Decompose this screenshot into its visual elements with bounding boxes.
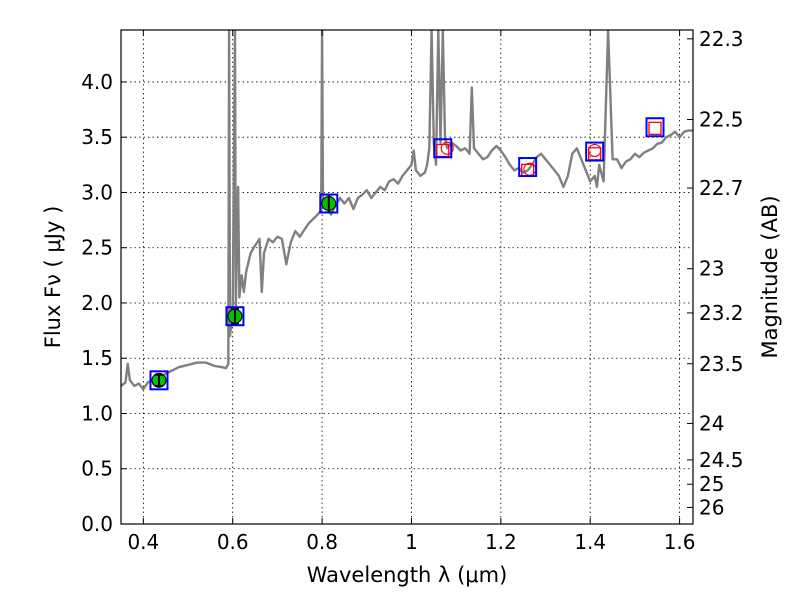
model-photometry-box	[149, 370, 169, 391]
y-tick-label: 3.0	[81, 180, 113, 204]
x-tick-label: 1.6	[664, 530, 696, 554]
x-axis-label: Wavelength λ (μm)	[307, 563, 508, 587]
model-open-square	[588, 147, 602, 161]
y2-tick-label: 24.5	[699, 448, 744, 472]
model-open-square	[648, 121, 662, 136]
x-tick-label: 1.2	[485, 530, 517, 554]
plot-frame	[120, 29, 694, 525]
model-photometry-box	[433, 138, 453, 159]
y2-tick-label: 23.2	[699, 301, 744, 325]
marker-layer	[149, 117, 665, 391]
model-photometry-box	[645, 117, 665, 138]
y2-tick-label: 26	[699, 495, 724, 519]
x-tick-label: 1	[405, 530, 418, 554]
model-photometry-box	[225, 306, 245, 327]
spectrum-layer	[121, 30, 693, 391]
y-tick-label: 0.0	[81, 512, 113, 536]
y-tick-label: 1.0	[81, 401, 113, 425]
y-tick-label: 4.0	[81, 70, 113, 94]
grid-layer	[121, 30, 693, 525]
y-tick-label: 2.0	[81, 291, 113, 315]
upper-limit-point	[440, 141, 454, 155]
x-tick-label: 1.4	[574, 530, 606, 554]
model-photometry-box	[319, 193, 339, 214]
y-tick-label: 1.5	[81, 346, 113, 370]
y2-tick-label: 22.3	[699, 27, 744, 51]
x-tick-label: 0.8	[306, 530, 338, 554]
y2-tick-label: 23	[699, 257, 724, 281]
y2-tick-label: 24	[699, 411, 724, 435]
y2-tick-label: 23.5	[699, 352, 744, 376]
upper-limit-point	[588, 143, 602, 158]
y-axis-label: Flux Fν ( μJy )	[41, 206, 65, 349]
y2-axis-label: Magnitude (AB)	[758, 195, 782, 358]
y2-tick-label: 22.7	[699, 176, 744, 200]
x-tick-label: 0.4	[127, 530, 159, 554]
y-tick-label: 2.5	[81, 236, 113, 260]
spectrum-line	[121, 30, 693, 391]
y2-tick-label: 25	[699, 472, 724, 496]
y-tick-label: 3.5	[81, 125, 113, 149]
model-photometry-box	[518, 157, 538, 178]
y-tick-label: 0.5	[81, 457, 113, 481]
model-photometry-box	[585, 141, 605, 162]
x-tick-label: 0.6	[217, 530, 249, 554]
tick-layer: 0.4 0.6 0.8 1 1.2 1.4 1.6 0.0 0.5 1.0 1.5 2.0 2.5 3.0…	[81, 27, 743, 554]
y2-tick-label: 22.5	[699, 108, 744, 132]
